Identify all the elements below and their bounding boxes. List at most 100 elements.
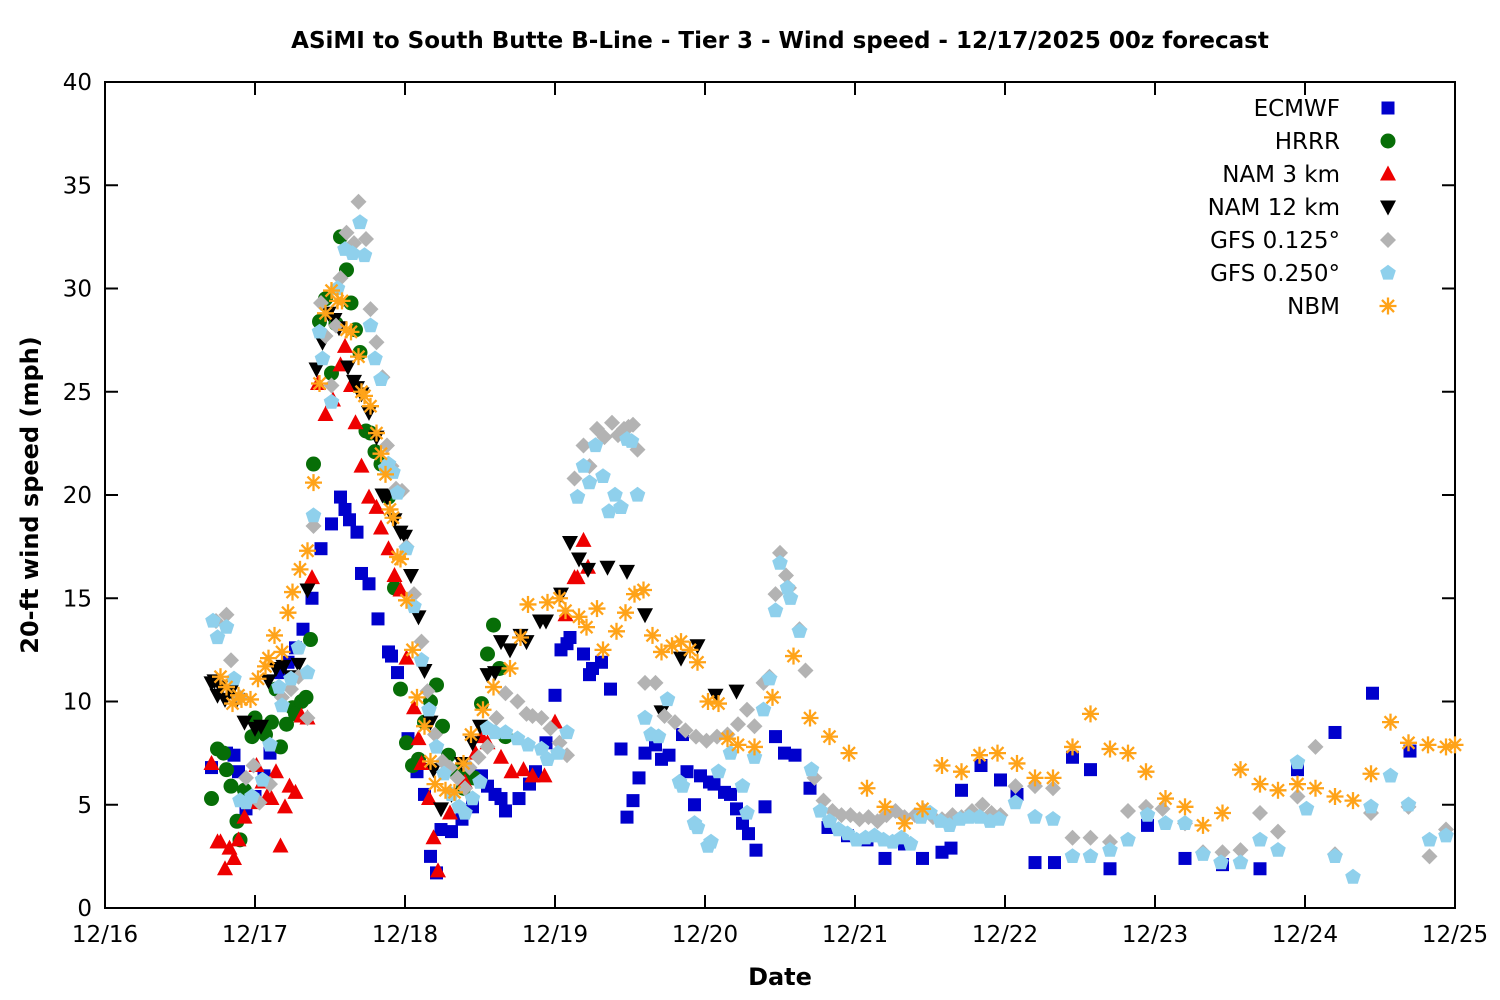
- gfs-0-125-data-point: [218, 606, 235, 623]
- nam-3-km-data-point: [361, 488, 377, 504]
- gfs-0-250-data-point: [755, 701, 772, 717]
- nbm-data-point: [285, 585, 300, 599]
- nam-3-km-data-point: [410, 730, 427, 746]
- nbm-data-point: [383, 502, 397, 517]
- gfs-0-125-data-point: [974, 796, 991, 813]
- nbm-data-point: [954, 764, 969, 779]
- gfs-0-250-data-point: [457, 804, 473, 820]
- gfs-0-250-data-point: [1400, 796, 1417, 812]
- gfs-0-125-data-point: [223, 652, 239, 669]
- gfs-0-250-data-point: [772, 554, 788, 570]
- nbm-data-point: [1215, 806, 1230, 820]
- ecmwf-data-point: [916, 851, 929, 865]
- y-tick-label: 15: [63, 586, 92, 612]
- nbm-data-point: [1103, 742, 1117, 756]
- gfs-0-125-data-point: [379, 437, 395, 454]
- legend-label-nam-12-km: NAM 12 km: [1208, 195, 1340, 221]
- gfs-0-250-data-point: [1252, 831, 1268, 847]
- hrrr-data-point: [298, 689, 314, 705]
- nbm-data-point: [251, 671, 265, 686]
- nbm-data-point: [1383, 715, 1398, 729]
- legend-marker-gfs-0-125-icon: [1380, 232, 1396, 248]
- gfs-0-125-data-point: [778, 567, 794, 584]
- gfs-0-250-data-point: [226, 670, 242, 686]
- nbm-data-point: [618, 605, 633, 620]
- gfs-0-250-data-point: [601, 503, 617, 519]
- legend-marker-hrrr-icon: [1380, 133, 1396, 149]
- ecmwf-data-point: [638, 746, 652, 760]
- nam-12-km-data-point: [707, 688, 724, 704]
- gfs-0-250-data-point: [323, 393, 340, 409]
- nbm-data-point: [1196, 818, 1210, 833]
- gfs-0-125-data-point: [739, 701, 755, 718]
- nbm-data-point: [423, 754, 438, 769]
- nam-12-km-data-point: [410, 610, 427, 626]
- gfs-0-250-data-point: [1327, 848, 1343, 863]
- gfs-0-125-data-point: [479, 738, 496, 755]
- nbm-data-point: [1121, 746, 1135, 760]
- x-tick-label: 12/17: [222, 922, 288, 948]
- gfs-0-250-data-point: [311, 323, 328, 339]
- nbm-data-point: [476, 702, 490, 717]
- gfs-0-250-data-point: [607, 486, 623, 502]
- nam-3-km-data-point: [503, 763, 520, 779]
- gfs-0-250-data-point: [659, 691, 676, 707]
- ecmwf-data-point: [803, 781, 817, 795]
- hrrr-data-point: [399, 735, 414, 751]
- hrrr-data-point: [486, 617, 501, 633]
- nam-3-km-data-point: [212, 833, 229, 849]
- nbm-data-point: [306, 475, 321, 490]
- gfs-0-250-data-point: [406, 598, 422, 614]
- gfs-0-125-data-point: [730, 716, 746, 733]
- ecmwf-data-point: [1253, 862, 1267, 876]
- gfs-0-250-data-point: [271, 678, 287, 694]
- gfs-0-250-data-point: [421, 701, 437, 717]
- gfs-0-125-data-point: [350, 193, 367, 210]
- gfs-0-250-data-point: [520, 736, 536, 752]
- gfs-0-250-data-point: [290, 639, 307, 655]
- nbm-data-point: [731, 738, 745, 752]
- hrrr-data-point: [264, 714, 279, 730]
- gfs-0-250-data-point: [497, 724, 514, 740]
- nam-12-km-data-point: [689, 639, 706, 655]
- gfs-0-125-data-point: [709, 728, 725, 745]
- nbm-data-point: [1328, 789, 1342, 804]
- ecmwf-data-point: [742, 827, 755, 841]
- gfs-0-125-data-point: [604, 414, 620, 431]
- nbm-data-point: [683, 643, 697, 657]
- nbm-data-point: [972, 748, 987, 763]
- hrrr-data-point: [223, 778, 239, 794]
- nbm-data-point: [410, 690, 424, 705]
- nbm-data-point: [1290, 777, 1305, 791]
- nbm-data-point: [1083, 707, 1098, 721]
- nbm-data-point: [1448, 738, 1462, 752]
- nam-12-km-data-point: [236, 715, 253, 731]
- gfs-0-250-data-point: [1363, 798, 1379, 814]
- hrrr-data-point: [393, 681, 408, 697]
- gfs-0-125-data-point: [647, 674, 664, 691]
- nbm-data-point: [1158, 791, 1173, 806]
- gfs-0-125-data-point: [1232, 842, 1249, 859]
- nam-12-km-data-point: [562, 535, 578, 551]
- nam-12-km-data-point: [728, 684, 745, 700]
- legend-label-gfs-0-125: GFS 0.125°: [1210, 228, 1340, 254]
- gfs-0-250-data-point: [373, 371, 389, 386]
- gfs-0-125-data-point: [449, 769, 466, 786]
- ecmwf-data-point: [494, 792, 508, 806]
- ecmwf-data-point: [1084, 763, 1097, 777]
- x-tick-label: 12/24: [1272, 922, 1338, 948]
- nbm-data-point: [1364, 766, 1378, 781]
- nam-12-km-data-point: [299, 583, 316, 599]
- gfs-0-125-data-point: [368, 334, 385, 351]
- ecmwf-data-point: [362, 577, 376, 591]
- nam-12-km-data-point: [619, 564, 635, 580]
- gfs-0-125-data-point: [667, 714, 683, 731]
- nbm-data-point: [720, 731, 735, 746]
- gfs-0-250-data-point: [1382, 767, 1399, 783]
- nbm-data-point: [701, 694, 715, 709]
- ecmwf-data-point: [788, 748, 802, 762]
- gfs-0-250-data-point: [637, 709, 653, 725]
- ecmwf-data-point: [620, 810, 634, 824]
